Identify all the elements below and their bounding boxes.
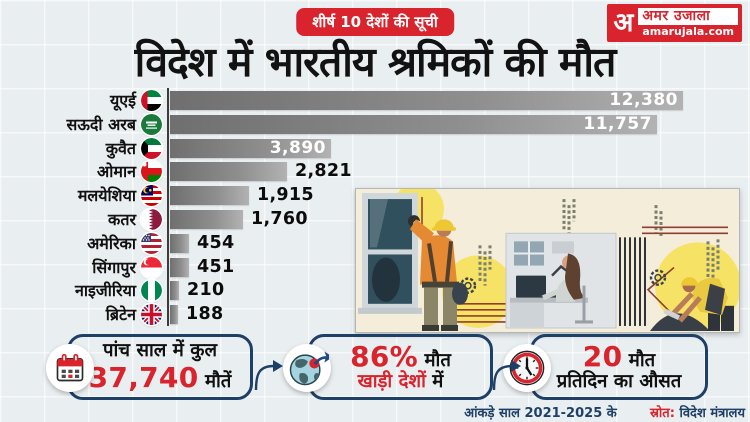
stat-box-daily-average: 20 मौत प्रतिदिन का औसत: [530, 334, 708, 400]
stat-text: पांच साल में कुल: [102, 339, 218, 361]
stat-box-gulf-share-text: 86% मौत खाड़ी देशों में: [311, 337, 490, 397]
stat-line: प्रतिदिन का औसत: [556, 371, 682, 393]
country-label: यूएई: [110, 91, 136, 110]
usa-flag-icon: [141, 232, 162, 254]
stat-text: खाड़ी देशों: [357, 371, 426, 393]
bar: [170, 210, 243, 229]
chart-row: सिंगापुर 451: [0, 256, 750, 278]
calendar-icon: [46, 344, 94, 392]
nigeria-flag-icon: [141, 280, 162, 302]
saudi-flag-icon: [141, 113, 162, 135]
country-label: सऊदी अरब: [66, 114, 137, 134]
stat-box-daily-average-text: 20 मौत प्रतिदिन का औसत: [533, 337, 705, 397]
kuwait-flag-icon: [141, 137, 162, 159]
chart-row: कतर 1,760: [0, 209, 750, 230]
stat-line: खाड़ी देशों में: [357, 371, 444, 393]
bar: 3,890: [170, 137, 331, 158]
bar-value: 2,821: [295, 161, 352, 182]
logo-domain: amarujala.com: [642, 24, 734, 38]
source-credit: स्रोत: विदेश मंत्रालय: [650, 403, 745, 421]
chart-row: सऊदी अरब 11,757: [0, 113, 750, 135]
chart-row: मलयेशिया 1,915: [0, 185, 750, 207]
stat-text: मौतें: [198, 370, 232, 392]
country-label: ओमान: [97, 162, 136, 182]
source-value: विदेश मंत्रालय: [679, 406, 745, 421]
bar: [170, 186, 249, 206]
bar: 11,757: [170, 113, 657, 134]
country-label: सिंगापुर: [92, 257, 136, 277]
bar-value: 3,890: [269, 137, 326, 158]
stat-text: मौत: [418, 349, 451, 371]
singapore-flag-icon: [141, 256, 162, 278]
stat-line: 86% मौत: [350, 341, 451, 372]
bar: [170, 305, 178, 325]
country-label: कतर: [108, 210, 136, 229]
chart-row: ब्रिटेन 188: [0, 304, 750, 326]
bar-value: 188: [186, 304, 224, 325]
bar-value: 451: [197, 256, 235, 277]
bar-chart: यूएई 12,380 सऊदी अरब 11,757 कुवैत 3,890 ओमान 2,…: [0, 88, 750, 330]
stat-text: मौत: [622, 349, 656, 371]
bar-value: 454: [197, 232, 235, 253]
chart-row: कुवैत 3,890: [0, 137, 750, 159]
country-label: कुवैत: [105, 138, 136, 158]
top-badge: शीर्ष 10 देशों की सूची: [296, 8, 454, 36]
country-label: अमेरिका: [87, 233, 136, 253]
bar: [170, 257, 189, 277]
workers-illustration: [355, 188, 740, 333]
workers-illustration-art: [356, 189, 739, 332]
stat-box-total-deaths-text: पांच साल में कुल 37,740 मौतें: [70, 337, 250, 397]
uae-flag-icon: [141, 90, 162, 111]
flow-arrow-icon: [492, 360, 521, 391]
chart-row: नाइजीरिया 210: [0, 280, 750, 302]
bar: [170, 233, 189, 253]
chart-row: ओमान 2,821: [0, 161, 750, 183]
qatar-flag-icon: [141, 209, 162, 230]
clock-icon: [503, 344, 551, 392]
bar: 12,380: [170, 91, 683, 110]
oman-flag-icon: [141, 161, 162, 183]
country-label: ब्रिटेन: [105, 305, 136, 325]
source-label: स्रोत:: [650, 406, 675, 421]
uk-flag-icon: [141, 304, 162, 326]
stat-text: 37,740: [88, 360, 199, 394]
chart-row: यूएई 12,380: [0, 90, 750, 111]
chart-axis: [167, 88, 169, 326]
malaysia-flag-icon: [141, 185, 162, 207]
stat-line: 37,740 मौतें: [88, 360, 232, 394]
globe-icon: [283, 344, 331, 392]
stat-box-total-deaths: पांच साल में कुल 37,740 मौतें: [67, 334, 253, 400]
bar-value: 1,760: [251, 209, 308, 229]
logo-initial-icon: अ: [613, 8, 634, 38]
amar-ujala-logo: अ अमर उजाला amarujala.com: [607, 4, 742, 42]
page-title: विदेश में भारतीय श्रमिकों की मौत: [134, 38, 617, 86]
logo-name: अमर उजाला: [638, 7, 738, 25]
bar-value: 1,915: [257, 185, 314, 206]
bar-value: 12,380: [609, 90, 678, 110]
stat-text: प्रतिदिन का औसत: [556, 371, 682, 393]
chart-row: अमेरिका 454: [0, 232, 750, 254]
stat-text: 86%: [350, 339, 419, 373]
data-period-note: आंकड़े साल 2021-2025 के: [464, 406, 617, 421]
stat-box-gulf-share: 86% मौत खाड़ी देशों में: [308, 334, 493, 400]
stat-text: में: [425, 371, 444, 393]
stat-line: पांच साल में कुल: [102, 339, 218, 362]
flow-arrow-icon: [254, 360, 283, 391]
country-label: नाइजीरिया: [74, 281, 136, 301]
bar: [170, 162, 287, 182]
stat-text: 20: [582, 339, 623, 373]
country-label: मलयेशिया: [77, 186, 136, 206]
bar: [170, 281, 179, 301]
bar-value: 210: [187, 280, 225, 301]
bar-value: 11,757: [583, 113, 652, 134]
stat-line: 20 मौत: [583, 341, 655, 372]
